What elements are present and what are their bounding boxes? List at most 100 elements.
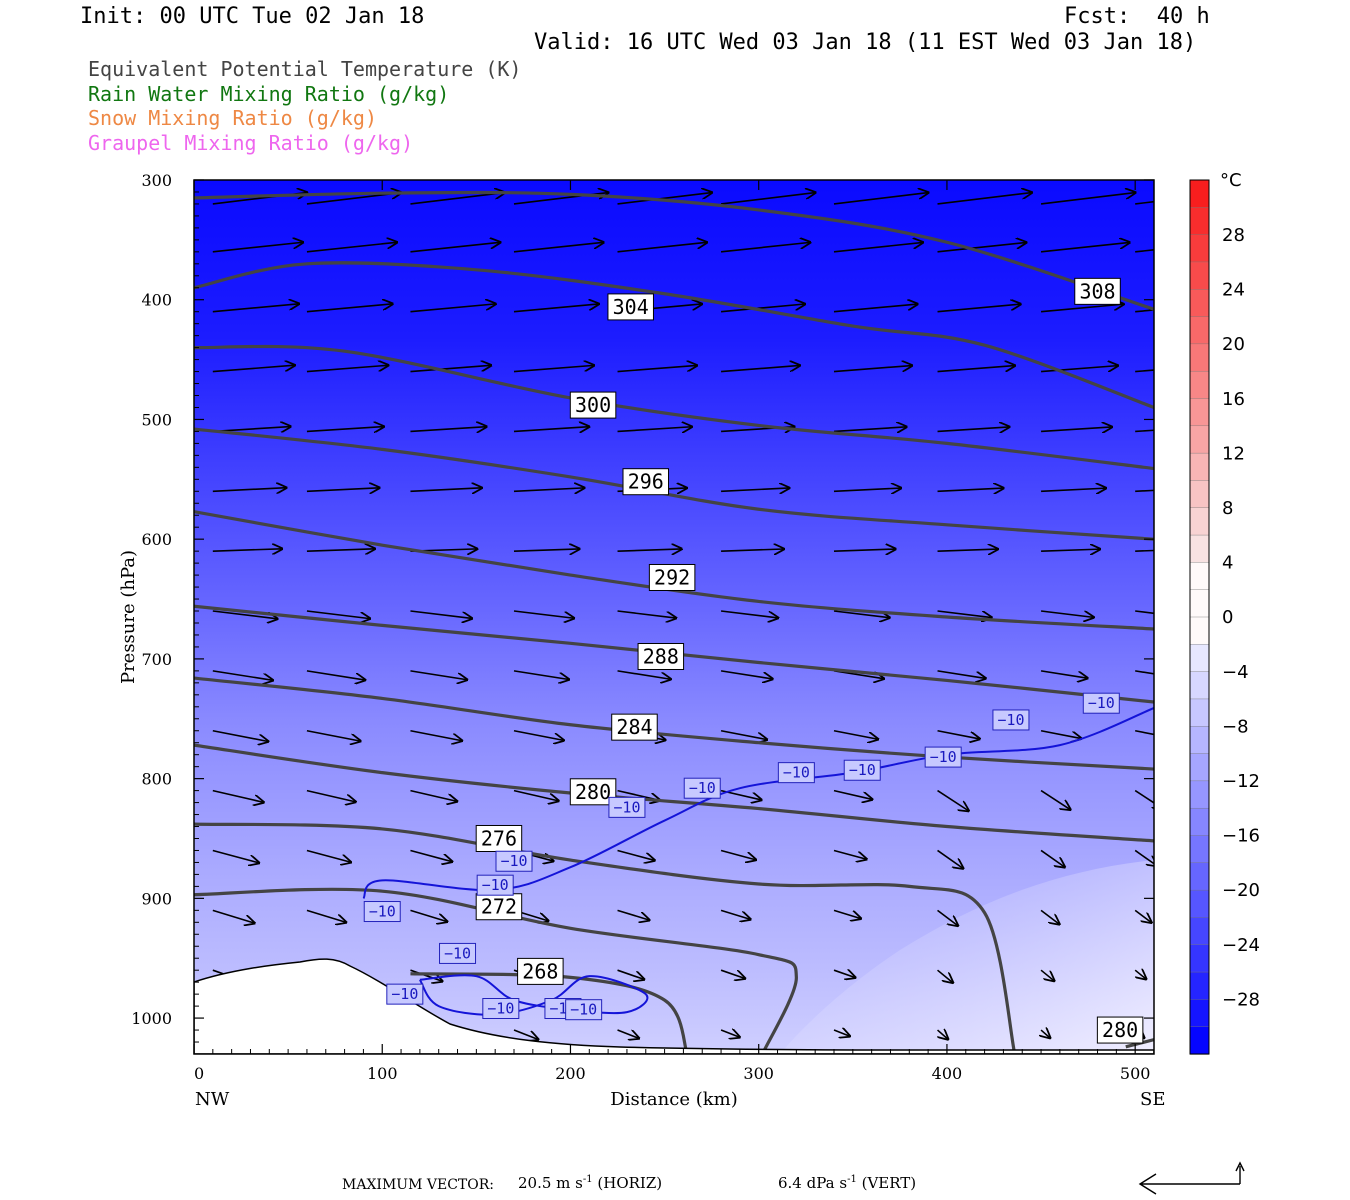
wind-vector: [1134, 970, 1146, 979]
wind-vector: [1135, 249, 1154, 253]
max-vector-vert-exp: -1: [847, 1174, 857, 1185]
colorbar-segment: [1189, 944, 1210, 973]
wind-vector: [617, 549, 682, 551]
wind-vector: [212, 729, 268, 742]
wind-vector: [410, 304, 495, 313]
x-tick-label: 0: [194, 1064, 204, 1083]
wind-vector: [306, 488, 379, 492]
wind-vector: [410, 849, 452, 861]
wind-vector: [833, 849, 867, 859]
colorbar-tick-label: −12: [1222, 771, 1260, 792]
colorbar-segment: [1189, 534, 1210, 564]
wind-vector: [410, 242, 500, 253]
colorbar-segment: [1189, 835, 1210, 864]
wind-vector: [833, 789, 872, 800]
wind-vector: [617, 610, 677, 618]
colorbar-tick-label: 16: [1222, 389, 1245, 410]
temperature-label: −10: [777, 762, 815, 784]
wind-vector: [1135, 200, 1154, 205]
legend-rain-water: Rain Water Mixing Ratio (g/kg): [88, 82, 450, 106]
wind-vector: [1040, 193, 1135, 205]
max-vector-vert-unit: (VERT): [861, 1174, 917, 1192]
theta-e-label: 276: [475, 824, 523, 852]
svg-text:−10: −10: [1088, 694, 1115, 712]
temperature-label: −10: [363, 901, 401, 923]
wind-vector: [212, 242, 303, 253]
wind-vector: [212, 365, 295, 373]
temperature-label: −10: [565, 999, 603, 1021]
wind-vector: [306, 365, 388, 373]
colorbar-tick-label: 20: [1222, 334, 1245, 355]
colorbar-tick-label: 8: [1222, 498, 1233, 519]
svg-text:−10: −10: [500, 852, 527, 870]
colorbar-segment: [1189, 889, 1210, 919]
colorbar-segment: [1189, 452, 1210, 482]
colorbar-segment: [1189, 644, 1210, 673]
colorbar-segment: [1189, 261, 1210, 290]
wind-vector: [410, 969, 442, 981]
wind-vector: [617, 909, 650, 920]
theta-e-contour-268: [410, 972, 689, 1054]
wind-vector: [410, 729, 462, 741]
colorbar-tick-label: 4: [1222, 553, 1233, 574]
svg-text:308: 308: [1079, 279, 1115, 303]
wind-vector: [833, 549, 896, 551]
svg-text:−10: −10: [849, 761, 876, 779]
x-tick-label: 100: [367, 1064, 398, 1083]
max-vector-horiz-exp: -1: [582, 1174, 593, 1185]
theta-e-contour-284: [194, 676, 1154, 771]
x-end-label-nw: NW: [195, 1089, 230, 1110]
wind-vector: [410, 789, 457, 802]
wind-vector: [212, 670, 273, 680]
colorbar-tick-label: −24: [1222, 935, 1260, 956]
max-vector-vert: 6.4 dPa s-1 (VERT): [778, 1174, 916, 1192]
wind-vector: [720, 365, 800, 373]
wind-vector: [937, 610, 992, 618]
svg-text:268: 268: [522, 959, 558, 983]
wind-vector: [937, 969, 953, 983]
wind-vector: [212, 909, 255, 923]
y-tick-label: 400: [141, 291, 172, 310]
plot-frame: [193, 179, 1155, 1055]
wind-vector: [513, 549, 579, 551]
theta-e-contour-300: [194, 344, 1154, 471]
temperature-label: −10: [495, 850, 533, 872]
wind-vector: [306, 670, 365, 680]
theta-e-label: 296: [622, 468, 670, 496]
wind-vector: [1041, 549, 1100, 551]
wind-vector: [306, 304, 393, 313]
theta-e-contour-304: [194, 261, 1154, 409]
wind-vector: [513, 242, 604, 253]
svg-text:296: 296: [628, 470, 664, 494]
colorbar-segment: [1189, 234, 1210, 263]
svg-text:284: 284: [616, 715, 652, 739]
svg-text:276: 276: [481, 826, 517, 850]
wind-vector: [1135, 369, 1154, 373]
wind-vector: [212, 610, 278, 619]
wind-vector: [833, 193, 928, 205]
colorbar-tick-label: −4: [1222, 662, 1249, 683]
wind-vector: [513, 729, 564, 741]
wind-vector: [212, 427, 291, 432]
wind-vector: [1135, 309, 1154, 313]
wind-vector: [938, 1030, 949, 1039]
colorbar-tick-label: −8: [1222, 716, 1249, 737]
wind-vector: [720, 969, 745, 978]
wind-vector: [937, 549, 998, 551]
colorbar-segment: [1189, 971, 1210, 1001]
wind-vector: [1041, 488, 1106, 491]
wind-vector: [720, 1030, 740, 1037]
colorbar-tick-label: −28: [1222, 989, 1260, 1010]
svg-text:280: 280: [1102, 1018, 1138, 1042]
wind-vector: [617, 365, 697, 373]
x-tick-label: 200: [555, 1064, 586, 1083]
init-time: Init: 00 UTC Tue 02 Jan 18: [80, 4, 425, 29]
colorbar-segment: [1189, 289, 1210, 318]
theta-e-label: 284: [611, 713, 658, 741]
legend-snow: Snow Mixing Ratio (g/kg): [88, 106, 377, 130]
wind-vector: [720, 242, 810, 253]
wind-vector: [1041, 1030, 1050, 1038]
wind-vector: [306, 849, 351, 862]
wind-vector: [1040, 909, 1059, 924]
svg-text:−10: −10: [487, 1000, 514, 1018]
